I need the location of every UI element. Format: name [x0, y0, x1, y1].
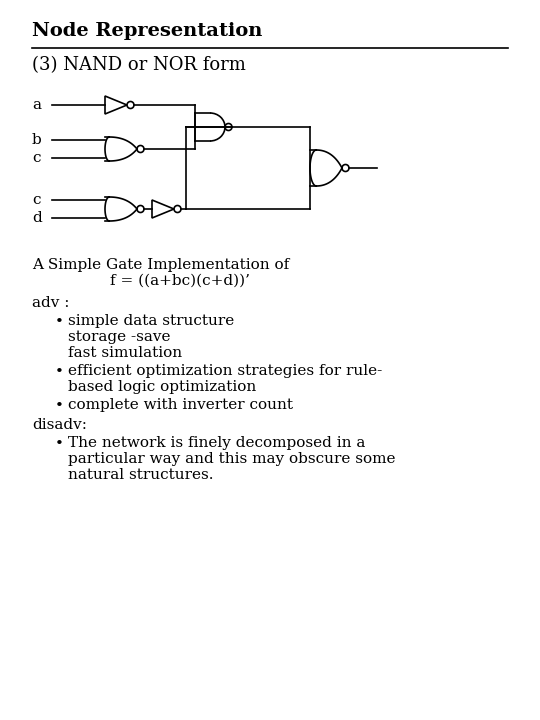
Text: The network is finely decomposed in a: The network is finely decomposed in a	[68, 436, 366, 450]
Text: efficient optimization strategies for rule-: efficient optimization strategies for ru…	[68, 364, 382, 378]
Text: simple data structure: simple data structure	[68, 314, 234, 328]
Text: storage -save: storage -save	[68, 330, 171, 344]
Text: disadv:: disadv:	[32, 418, 87, 432]
Text: based logic optimization: based logic optimization	[68, 380, 256, 394]
Text: A Simple Gate Implementation of: A Simple Gate Implementation of	[32, 258, 289, 272]
Text: •: •	[55, 365, 64, 379]
Text: c: c	[32, 193, 40, 207]
Text: Node Representation: Node Representation	[32, 22, 262, 40]
Text: •: •	[55, 399, 64, 413]
Text: (3) NAND or NOR form: (3) NAND or NOR form	[32, 56, 246, 74]
Text: complete with inverter count: complete with inverter count	[68, 398, 293, 412]
Text: f = ((a+bc)(c+d))’: f = ((a+bc)(c+d))’	[110, 274, 250, 288]
Text: a: a	[32, 98, 41, 112]
Text: d: d	[32, 211, 42, 225]
Text: •: •	[55, 315, 64, 329]
Text: b: b	[32, 133, 42, 147]
Text: natural structures.: natural structures.	[68, 468, 213, 482]
Text: •: •	[55, 437, 64, 451]
Text: adv :: adv :	[32, 296, 70, 310]
Text: fast simulation: fast simulation	[68, 346, 182, 360]
Text: c: c	[32, 151, 40, 165]
Text: particular way and this may obscure some: particular way and this may obscure some	[68, 452, 395, 466]
